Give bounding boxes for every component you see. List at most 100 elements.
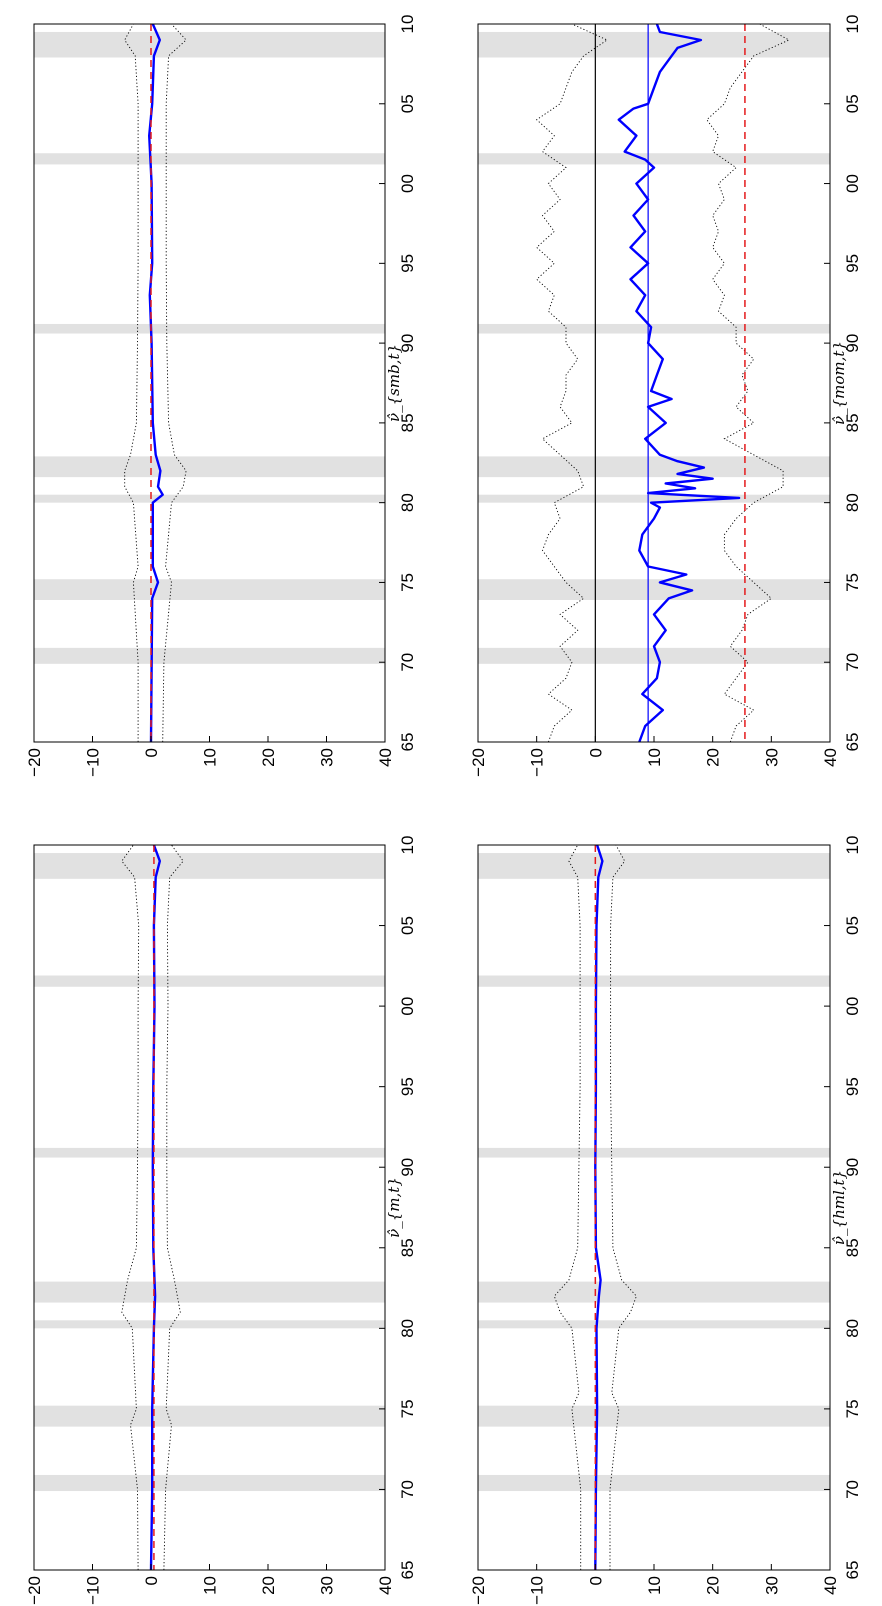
plot-area — [121, 845, 184, 1570]
recession-band — [34, 1405, 385, 1427]
y-tick-label: −10 — [83, 1576, 102, 1605]
y-tick-label: 20 — [259, 1576, 278, 1595]
x-tick-label: 10 — [398, 836, 417, 855]
recession-band — [478, 31, 830, 58]
y-tick-label: 10 — [645, 748, 664, 767]
panel-title: ν̂_{mom,t} — [830, 341, 848, 425]
recession-band — [478, 647, 830, 664]
x-tick-label: 00 — [843, 174, 862, 193]
plot-area — [535, 24, 790, 742]
y-tick-label: −20 — [25, 1576, 44, 1605]
axes-frame — [477, 844, 831, 1571]
recession-band — [478, 975, 830, 987]
axes-frame — [33, 23, 386, 743]
recession-band — [34, 647, 385, 664]
y-tick-label: 10 — [200, 1576, 219, 1595]
x-tick-label: 75 — [843, 573, 862, 592]
y-tick-label: 30 — [762, 748, 781, 767]
x-tick-label: 65 — [843, 1561, 862, 1580]
recession-band — [478, 579, 830, 600]
chart-panel-1: 65 70 75 80 85 90 95 00 05 10 −20 −10 0 10 20 30 40 ν̂_{s… — [25, 15, 417, 777]
x-tick-label: 85 — [398, 413, 417, 432]
x-tick-label: 05 — [843, 916, 862, 935]
series-estimate — [594, 845, 604, 1570]
series-band-lower — [121, 845, 140, 1570]
panel-title: ν̂_{smb,t} — [385, 344, 403, 422]
recession-band — [34, 31, 385, 58]
x-tick-label: 00 — [398, 174, 417, 193]
recession-band — [478, 1405, 830, 1427]
x-tick-label: 80 — [398, 1319, 417, 1338]
recession-band — [478, 1281, 830, 1303]
x-tick-label: 90 — [398, 1158, 417, 1177]
x-tick-label: 05 — [843, 94, 862, 113]
y-tick-label: 30 — [317, 1576, 336, 1595]
x-tick-label: 75 — [398, 1399, 417, 1418]
chart-panel-0: 65 70 75 80 85 90 95 00 05 10 −20 −10 0 10 20 30 40 ν̂_{m… — [25, 836, 417, 1605]
recession-band — [34, 1474, 385, 1492]
chart-panel-3: 65 70 75 80 85 90 95 00 05 10 −20 −10 0 10 20 30 40 ν̂_{m… — [469, 15, 862, 777]
x-tick-label: 75 — [398, 573, 417, 592]
x-tick-label: 80 — [398, 493, 417, 512]
recession-band — [34, 853, 385, 879]
recession-band — [34, 579, 385, 600]
y-tick-label: 10 — [200, 748, 219, 767]
series-band-upper — [609, 845, 637, 1570]
series-estimate — [149, 845, 162, 1570]
y-tick-label: 40 — [376, 1576, 395, 1595]
x-tick-label: 70 — [398, 653, 417, 672]
y-tick-label: −20 — [469, 748, 488, 777]
series-band-upper — [162, 24, 187, 742]
x-tick-label: 90 — [843, 334, 862, 353]
recession-band — [34, 153, 385, 165]
series-band-lower — [553, 845, 582, 1570]
series-band-lower — [535, 24, 609, 742]
series-band-lower — [124, 24, 139, 742]
y-tick-label: 40 — [821, 748, 840, 767]
y-tick-label: 10 — [645, 1576, 664, 1595]
y-tick-label: −20 — [25, 748, 44, 777]
x-tick-label: 90 — [398, 334, 417, 353]
x-tick-label: 95 — [843, 1077, 862, 1096]
x-tick-label: 95 — [398, 254, 417, 273]
recession-band — [34, 1320, 385, 1329]
series-estimate — [617, 24, 741, 742]
x-tick-label: 05 — [398, 94, 417, 113]
recession-band — [478, 1147, 830, 1158]
recession-band — [34, 494, 385, 503]
x-tick-label: 70 — [398, 1480, 417, 1499]
y-tick-label: −20 — [469, 1576, 488, 1605]
y-tick-label: 30 — [317, 748, 336, 767]
y-tick-label: 40 — [376, 748, 395, 767]
x-tick-label: 10 — [398, 15, 417, 34]
y-tick-label: 30 — [762, 1576, 781, 1595]
y-tick-label: −10 — [528, 1576, 547, 1605]
x-tick-label: 10 — [843, 15, 862, 34]
recession-band — [478, 494, 830, 503]
recession-band — [34, 975, 385, 987]
recession-band — [478, 323, 830, 334]
chart-panel-2: 65 70 75 80 85 90 95 00 05 10 −20 −10 0 10 20 30 40 ν̂_{h… — [469, 836, 862, 1605]
recession-band — [478, 853, 830, 879]
y-tick-label: 0 — [586, 1576, 605, 1585]
plot-area — [553, 845, 637, 1570]
x-tick-label: 65 — [398, 1561, 417, 1580]
recession-band — [34, 456, 385, 478]
x-tick-label: 65 — [843, 733, 862, 752]
x-tick-label: 70 — [843, 653, 862, 672]
series-band-upper — [706, 24, 790, 742]
x-tick-label: 05 — [398, 916, 417, 935]
y-tick-label: 20 — [259, 748, 278, 767]
plot-area — [124, 24, 187, 742]
x-tick-label: 75 — [843, 1399, 862, 1418]
series-band-upper — [163, 845, 184, 1570]
x-tick-label: 10 — [843, 836, 862, 855]
x-tick-label: 00 — [843, 997, 862, 1016]
x-tick-label: 70 — [843, 1480, 862, 1499]
panel-title: ν̂_{hml,t} — [830, 1170, 848, 1245]
y-tick-label: 20 — [704, 1576, 723, 1595]
x-tick-label: 80 — [843, 1319, 862, 1338]
x-tick-label: 65 — [398, 733, 417, 752]
x-tick-label: 00 — [398, 997, 417, 1016]
y-tick-label: 0 — [142, 748, 161, 757]
